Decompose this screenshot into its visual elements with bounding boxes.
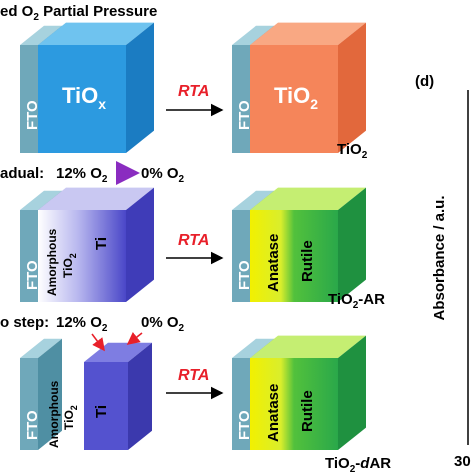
pointer-arrow bbox=[91, 333, 105, 352]
fto-layer-front bbox=[20, 358, 38, 450]
ti-block-front bbox=[38, 210, 126, 302]
shapes bbox=[20, 22, 366, 450]
panel-tag: (d) bbox=[415, 73, 434, 90]
sample-label: TiO2-dAR bbox=[325, 455, 391, 474]
row-title: ed O2 Partial Pressure bbox=[0, 3, 157, 23]
ti-block-front bbox=[84, 362, 128, 450]
fto-layer-top bbox=[20, 25, 62, 45]
tio2-block-side bbox=[338, 22, 366, 153]
sample-label: TiO2-AR bbox=[328, 291, 385, 311]
fto-layer-front bbox=[232, 358, 250, 450]
amorphous-label: TiO2 bbox=[62, 405, 79, 430]
fto-label: FTO bbox=[236, 260, 253, 290]
row-title: adual: bbox=[0, 165, 44, 182]
film-label: TiO2 bbox=[274, 83, 318, 112]
ti-block-side bbox=[126, 187, 154, 302]
anatase-label: Anatase bbox=[265, 234, 282, 292]
fto-layer-side bbox=[38, 338, 62, 450]
amorphous-label: TiO2 bbox=[61, 253, 78, 278]
fto-layer-top bbox=[232, 25, 274, 45]
fto-label: FTO bbox=[24, 410, 41, 440]
ti-label: Ti bbox=[93, 237, 110, 250]
tio2-block-front bbox=[250, 45, 338, 153]
fto-layer-front bbox=[232, 45, 250, 153]
fto-layer-front bbox=[20, 210, 38, 302]
rta-label: RTA bbox=[178, 232, 209, 249]
tiox-block-side bbox=[126, 22, 154, 153]
rta-label: RTA bbox=[178, 367, 209, 384]
fto-layer-top bbox=[232, 190, 274, 210]
rta-label: RTA bbox=[178, 83, 209, 100]
o2-end: 0% O2 bbox=[141, 165, 185, 185]
annealed-block-top bbox=[250, 187, 366, 210]
fto-layer-top bbox=[20, 190, 62, 210]
tiox-block-top bbox=[38, 22, 154, 45]
fto-layer-top bbox=[232, 338, 274, 358]
annealed-block-front bbox=[250, 210, 338, 302]
film-label: TiOx bbox=[62, 83, 106, 112]
annealed-block-front bbox=[250, 358, 338, 450]
ti-label: Ti bbox=[93, 405, 110, 418]
fto-label: FTO bbox=[236, 410, 253, 440]
fto-label: FTO bbox=[24, 100, 41, 130]
annealed-block-top bbox=[250, 335, 366, 358]
o2-start: 12% O2 bbox=[56, 314, 108, 334]
tio2-block-top bbox=[250, 22, 366, 45]
o2-end: 0% O2 bbox=[141, 314, 185, 334]
x-tick-label: 30 bbox=[454, 453, 471, 470]
ti-block-top bbox=[84, 342, 152, 362]
o2-start: 12% O2 bbox=[56, 165, 108, 185]
amorphous-label: Amorphous bbox=[47, 380, 61, 448]
sample-label: TiO2 bbox=[337, 141, 368, 161]
ti-block-side bbox=[128, 342, 152, 450]
annealed-block-side bbox=[338, 187, 366, 302]
fto-layer-front bbox=[232, 210, 250, 302]
fto-label: FTO bbox=[236, 100, 253, 130]
pointer-arrow bbox=[126, 332, 143, 345]
fto-layer-top bbox=[20, 338, 62, 358]
fto-label: FTO bbox=[24, 260, 41, 290]
tiox-block-front bbox=[38, 45, 126, 153]
rutile-label: Rutile bbox=[299, 390, 316, 432]
rutile-label: Rutile bbox=[299, 240, 316, 282]
ti-block-top bbox=[38, 187, 154, 210]
anatase-label: Anatase bbox=[265, 384, 282, 442]
y-axis-label: Absorbance / a.u. bbox=[431, 195, 448, 320]
amorphous-label: Amorphous bbox=[45, 228, 59, 296]
row-title: o step: bbox=[0, 314, 49, 331]
annealed-block-side bbox=[338, 335, 366, 450]
fto-layer-front bbox=[20, 45, 38, 153]
